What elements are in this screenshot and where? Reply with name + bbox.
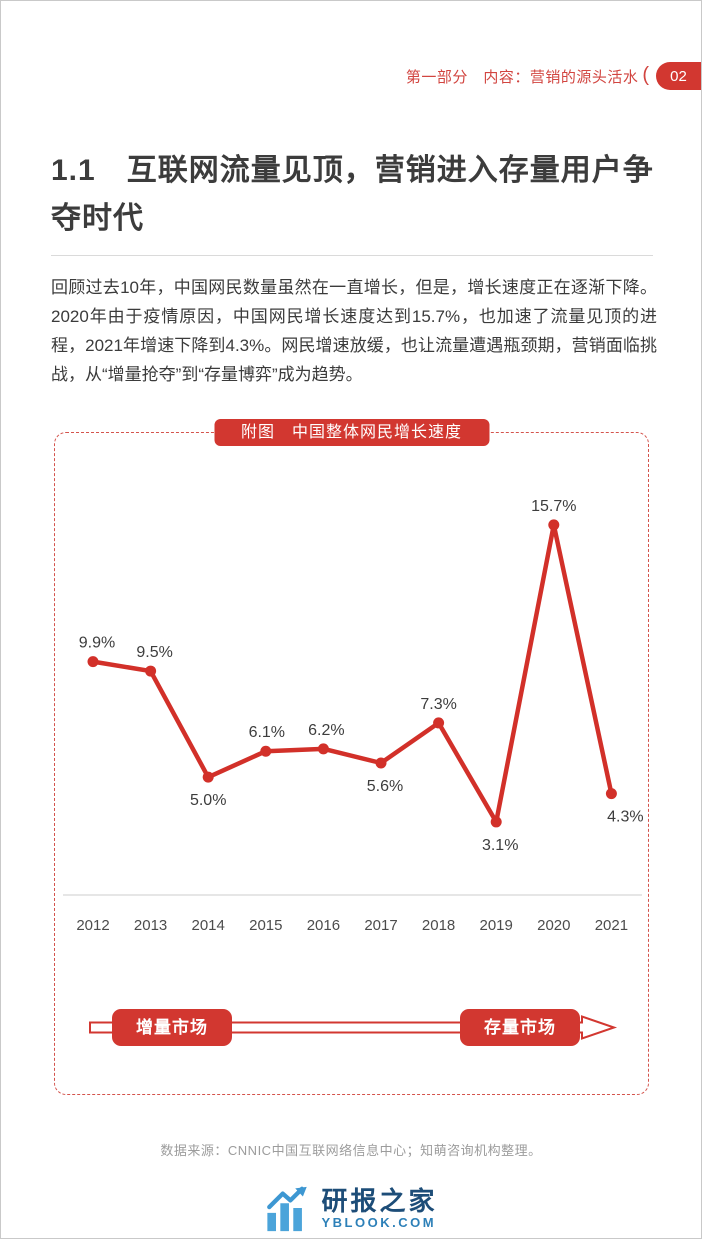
data-point-2015 — [260, 745, 272, 757]
data-label-2015: 6.1% — [249, 724, 285, 741]
x-tick-2012: 2012 — [76, 917, 109, 934]
data-point-2018 — [433, 717, 445, 729]
data-label-2014: 5.0% — [190, 792, 226, 809]
x-tick-2015: 2015 — [249, 917, 282, 934]
badge-arc-decoration: ( — [642, 63, 649, 86]
title-divider — [51, 255, 653, 256]
x-tick-2021: 2021 — [595, 917, 628, 934]
chart-title-badge: 附图 中国整体网民增长速度 — [213, 419, 490, 446]
data-label-2021: 4.3% — [607, 809, 643, 826]
data-point-2017 — [375, 757, 387, 769]
brand-logo: 研报之家 YBLOOK.COM — [264, 1186, 437, 1232]
data-point-2013 — [145, 665, 157, 677]
brand-name: 研报之家 — [321, 1186, 438, 1216]
data-label-2018: 7.3% — [420, 696, 456, 713]
data-label-2013: 9.5% — [136, 644, 172, 661]
x-tick-2017: 2017 — [364, 917, 397, 934]
data-point-2019 — [490, 816, 502, 828]
data-label-2017: 5.6% — [367, 778, 403, 795]
x-tick-2020: 2020 — [537, 917, 570, 934]
page-title: 1.1 互联网流量见顶，营销进入存量用户争夺时代 — [51, 154, 654, 235]
data-point-2020 — [548, 519, 560, 531]
growth-line-chart: 2012 2013 2014 2015 2016 2017 2018 2019 2020 2021… — [63, 498, 644, 1040]
data-point-2014 — [202, 771, 214, 783]
x-tick-2014: 2014 — [192, 917, 225, 934]
x-tick-2013: 2013 — [134, 917, 167, 934]
page-number-badge: 02 — [656, 62, 701, 90]
bar-chart-arrow-icon — [267, 1186, 307, 1232]
trend-line — [90, 522, 614, 825]
data-point-2012 — [87, 656, 99, 668]
page-header: 第一部分 内容：营销的源头活水 ( 02 — [406, 62, 701, 90]
section-breadcrumb: 第一部分 内容：营销的源头活水 — [405, 68, 639, 86]
brand-domain: YBLOOK.COM — [321, 1215, 437, 1230]
chart-container: 附图 中国整体网民增长速度 2012 2013 2014 2015 2016 2017 20… — [54, 419, 649, 1095]
data-label-2019: 3.1% — [482, 837, 518, 854]
x-tick-2019: 2019 — [480, 917, 513, 934]
x-tick-2016: 2016 — [307, 917, 340, 934]
stage-badge-stock-market: 存量市场 — [460, 1009, 580, 1046]
stage-badge-incremental-market: 增量市场 — [112, 1009, 232, 1046]
data-source-note: 数据来源：CNNIC中国互联网络信息中心；知萌咨询机构整理。 — [160, 1143, 542, 1158]
data-point-2016 — [317, 743, 329, 755]
x-tick-2018: 2018 — [422, 917, 455, 934]
intro-paragraph: 回顾过去10年，中国网民数量虽然在一直增长，但是，增长速度正在逐渐下降。2020… — [51, 278, 657, 384]
brand-text: 研报之家 YBLOOK.COM — [321, 1187, 437, 1231]
data-label-2012: 9.9% — [79, 635, 115, 652]
data-label-2016: 6.2% — [308, 722, 344, 739]
data-label-2020: 15.7% — [531, 498, 576, 515]
data-point-2021 — [605, 788, 617, 800]
